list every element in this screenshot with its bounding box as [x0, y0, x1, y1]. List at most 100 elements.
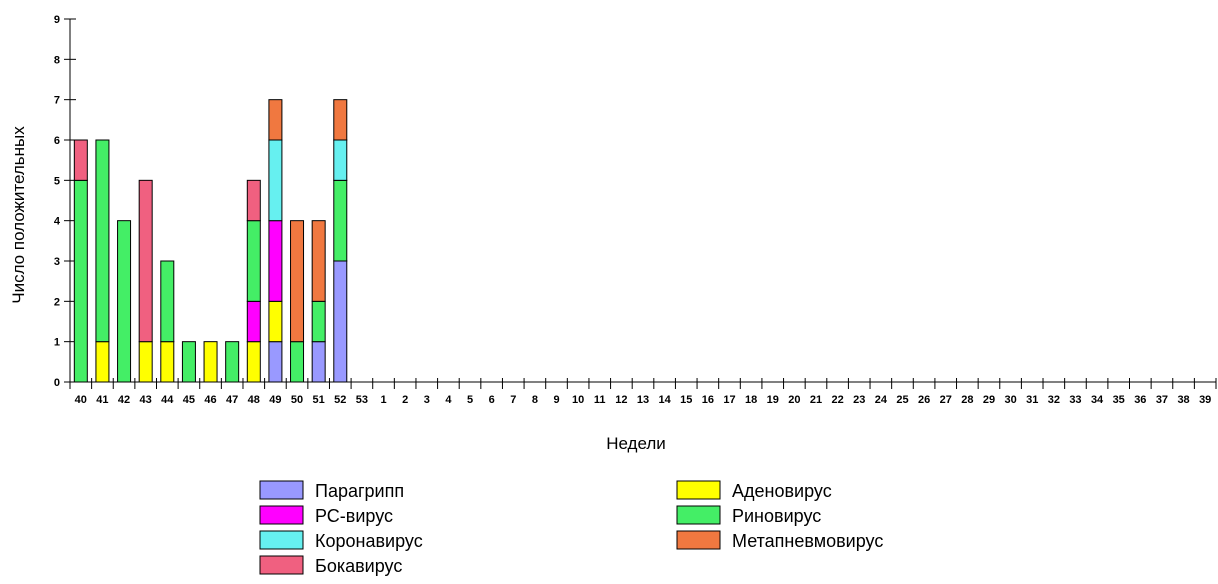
x-tick-label: 19: [767, 394, 779, 406]
legend-swatch: [259, 555, 304, 575]
x-tick-label: 49: [269, 394, 281, 406]
y-tick-label: 5: [54, 175, 60, 187]
x-tick-label: 14: [658, 394, 671, 406]
bar-segment: [203, 341, 218, 383]
bar-segment: [268, 99, 283, 141]
bar-segment: [246, 300, 261, 343]
y-tick-label: 9: [54, 14, 60, 26]
bar-segment: [268, 220, 283, 302]
x-tick-label: 23: [853, 394, 865, 406]
bar-segment: [246, 220, 261, 302]
x-tick-label: 31: [1026, 394, 1038, 406]
x-tick-label: 17: [723, 394, 735, 406]
x-tick-label: 53: [356, 394, 368, 406]
bar-segment: [160, 341, 175, 383]
x-tick-label: 29: [983, 394, 995, 406]
bar-segment: [138, 341, 153, 383]
x-tick-label: 13: [637, 394, 649, 406]
y-tick-label: 3: [54, 256, 60, 268]
bar-segment: [73, 139, 88, 181]
x-tick-label: 32: [1048, 394, 1060, 406]
y-tick-label: 1: [54, 337, 60, 349]
legend: Парагрипп РС-вирус Коронавирус Бокавирус Аде…: [259, 480, 883, 576]
x-axis-title: Недели: [606, 434, 666, 453]
x-tick-label: 5: [467, 394, 473, 406]
x-tick-label: 2: [402, 394, 408, 406]
x-tick-label: 20: [788, 394, 800, 406]
bar-segment: [95, 139, 110, 343]
bar-segment: [181, 341, 196, 383]
y-tick-label: 4: [54, 216, 61, 228]
bar-segment: [246, 179, 261, 222]
bar-segment: [95, 341, 110, 383]
x-tick-label: 4: [445, 394, 452, 406]
x-tick-label: 48: [248, 394, 260, 406]
bar-segment: [117, 220, 132, 383]
legend-label: Парагрипп: [315, 481, 404, 501]
x-tick-label: 1: [380, 394, 386, 406]
legend-label: Метапневмовирус: [732, 531, 883, 551]
x-tick-label: 37: [1156, 394, 1168, 406]
bar-segment: [268, 300, 283, 343]
bar-segment: [73, 179, 88, 383]
x-tick-label: 45: [183, 394, 195, 406]
x-tick-label: 12: [615, 394, 627, 406]
x-tick-label: 51: [313, 394, 325, 406]
x-tick-label: 30: [1004, 394, 1016, 406]
bar-segment: [290, 220, 305, 343]
bar-segment: [268, 341, 283, 383]
x-tick-label: 41: [96, 394, 108, 406]
legend-label: Бокавирус: [315, 556, 402, 576]
legend-swatch: [676, 480, 721, 500]
x-tick-label: 16: [702, 394, 714, 406]
legend-swatch: [259, 480, 304, 500]
bar-segment: [333, 260, 348, 383]
x-tick-label: 21: [810, 394, 822, 406]
x-tick-label: 43: [140, 394, 152, 406]
x-tick-label: 50: [291, 394, 303, 406]
bar-segment: [333, 139, 348, 181]
x-tick-label: 9: [553, 394, 559, 406]
bars: [73, 99, 348, 383]
x-tick-label: 11: [594, 394, 606, 406]
bar-segment: [268, 139, 283, 222]
bar-segment: [311, 300, 326, 343]
y-tick-label: 7: [54, 95, 60, 107]
x-tick-label: 18: [745, 394, 757, 406]
x-tick-label: 44: [161, 394, 174, 406]
bar-segment: [246, 341, 261, 383]
x-tick-label: 8: [532, 394, 538, 406]
x-tick-label: 24: [875, 394, 888, 406]
x-tick-label: 26: [918, 394, 930, 406]
x-tick-label: 39: [1199, 394, 1211, 406]
x-tick-label: 22: [831, 394, 843, 406]
bar-segment: [333, 179, 348, 262]
x-axis: 40 41 42 43 44 45 46 47 48 49 50 51 52 53 1 2 3 4 5 6 7 8 9 10 1…: [69, 378, 1217, 406]
legend-swatch: [676, 505, 721, 525]
bar-segment: [138, 179, 153, 343]
bar-segment: [225, 341, 240, 383]
x-tick-label: 33: [1069, 394, 1081, 406]
x-tick-label: 15: [680, 394, 692, 406]
bar-segment: [333, 99, 348, 141]
legend-label: Коронавирус: [315, 531, 423, 551]
x-tick-label: 6: [489, 394, 495, 406]
x-tick-label: 7: [510, 394, 516, 406]
x-tick-label: 40: [75, 394, 87, 406]
bar-segment: [311, 341, 326, 383]
legend-swatch: [259, 530, 304, 550]
bar-segment: [290, 341, 305, 383]
x-tick-label: 28: [961, 394, 973, 406]
x-tick-label: 38: [1177, 394, 1189, 406]
x-tick-label: 10: [572, 394, 584, 406]
x-tick-label: 25: [896, 394, 908, 406]
y-tick-label: 8: [54, 54, 60, 66]
y-axis: 0 1 2 3 4 5 6 7 8 9: [54, 14, 76, 389]
x-tick-label: 52: [334, 394, 346, 406]
bar-segment: [311, 220, 326, 302]
x-tick-label: 42: [118, 394, 130, 406]
legend-swatch: [676, 530, 721, 550]
x-tick-label: 46: [204, 394, 216, 406]
legend-label: Риновирус: [732, 506, 821, 526]
